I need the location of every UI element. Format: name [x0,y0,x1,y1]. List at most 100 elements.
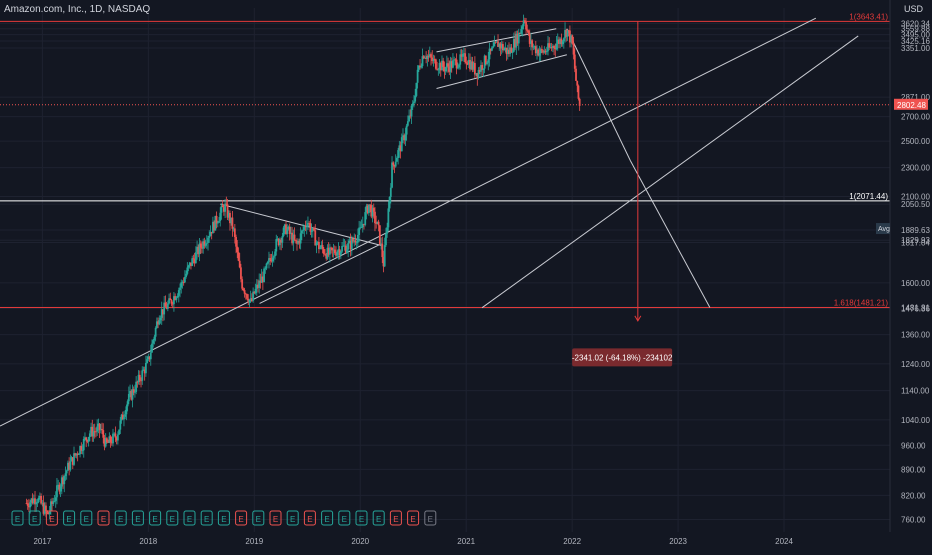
earnings-marker[interactable] [28,510,41,526]
measure-arrow-head [634,315,642,322]
candle-body [381,243,384,258]
candle-body [357,234,359,243]
earnings-marker[interactable] [252,510,265,526]
candle-body [135,381,138,392]
candle-body [406,121,409,126]
candle-body [180,282,183,288]
earnings-marker[interactable] [407,510,420,526]
earnings-marker[interactable] [63,510,76,526]
earnings-marker-label: E [324,515,329,524]
trend-line[interactable] [436,28,557,53]
measure-info-box[interactable] [572,348,673,367]
earnings-marker[interactable] [338,510,351,526]
price-axis-panel[interactable] [890,0,932,550]
candle-body [121,414,124,420]
candle-body [129,390,131,394]
earnings-marker[interactable] [97,510,110,526]
trend-line[interactable] [0,17,817,427]
candle-body [305,226,308,228]
candle-body [113,433,116,435]
trend-line[interactable] [629,160,711,308]
candle-body [269,258,272,260]
candle-body [220,205,223,213]
earnings-marker-label: E [118,515,123,524]
candle-body [564,30,566,39]
earnings-marker[interactable] [149,510,162,526]
earnings-marker[interactable] [200,510,213,526]
earnings-marker[interactable] [80,510,93,526]
candle-body [68,462,71,470]
candle-body [285,224,287,234]
candle-body [341,246,343,252]
price-tick-label: 2100.00 [901,192,930,201]
candle-body [214,215,217,231]
trend-line[interactable] [481,35,859,309]
candle-body [212,221,214,234]
earnings-marker[interactable] [131,510,144,526]
earnings-marker[interactable] [235,510,248,526]
candle-body [127,393,130,402]
price-tick-label: 1476.36 [901,304,930,313]
earnings-marker[interactable] [183,510,196,526]
earnings-marker[interactable] [424,510,437,526]
candle-body [324,253,326,255]
candle-body [204,243,207,246]
candle-body [268,258,270,262]
candle-body [275,239,278,252]
candle-body [131,389,134,400]
candle-body [82,438,85,451]
candle-body [249,298,252,300]
candle-body [253,291,256,294]
earnings-marker[interactable] [166,510,179,526]
candle-body [181,282,184,284]
candle-body [67,462,69,471]
candle-body [260,276,263,283]
candle-body [43,505,46,514]
candle-body [142,369,145,371]
candle-body [69,461,72,470]
candle-body [387,208,390,228]
candle-body [431,57,434,62]
candle-body [359,227,362,229]
candle-body [371,207,374,217]
candle-body [70,457,73,462]
price-tick-label: 1040.00 [901,416,930,425]
earnings-marker[interactable] [45,510,58,526]
candle-body [248,299,251,303]
earnings-marker[interactable] [303,510,316,526]
price-tick-label: 2871.00 [901,93,930,102]
earnings-marker[interactable] [321,510,334,526]
candle-body [37,497,40,502]
earnings-marker[interactable] [11,510,24,526]
candle-body [538,53,541,56]
earnings-marker[interactable] [355,510,368,526]
candle-body [515,33,518,48]
candle-body [420,66,423,68]
candle-body [193,259,196,264]
trend-line[interactable] [259,243,382,304]
candle-body [205,242,208,244]
candle-body [201,247,203,249]
earnings-marker[interactable] [114,510,127,526]
earnings-marker[interactable] [269,510,282,526]
currency-label[interactable]: USD [904,4,924,14]
earnings-marker[interactable] [286,510,299,526]
earnings-marker[interactable] [217,510,230,526]
trend-line[interactable] [566,28,631,161]
candle-body [493,42,496,47]
earnings-marker[interactable] [372,510,385,526]
price-tick-label: 1817.04 [901,238,930,247]
time-tick-label: 2019 [245,537,263,546]
candle-body [191,258,194,266]
candle-body [97,423,100,427]
candle-body [47,512,50,515]
trend-line[interactable] [436,54,567,89]
candle-body [112,433,114,444]
candle-body [264,268,267,270]
earnings-marker[interactable] [389,510,402,526]
candle-body [233,228,236,237]
candle-body [526,29,529,31]
price-tick-label: 820.00 [901,491,926,500]
